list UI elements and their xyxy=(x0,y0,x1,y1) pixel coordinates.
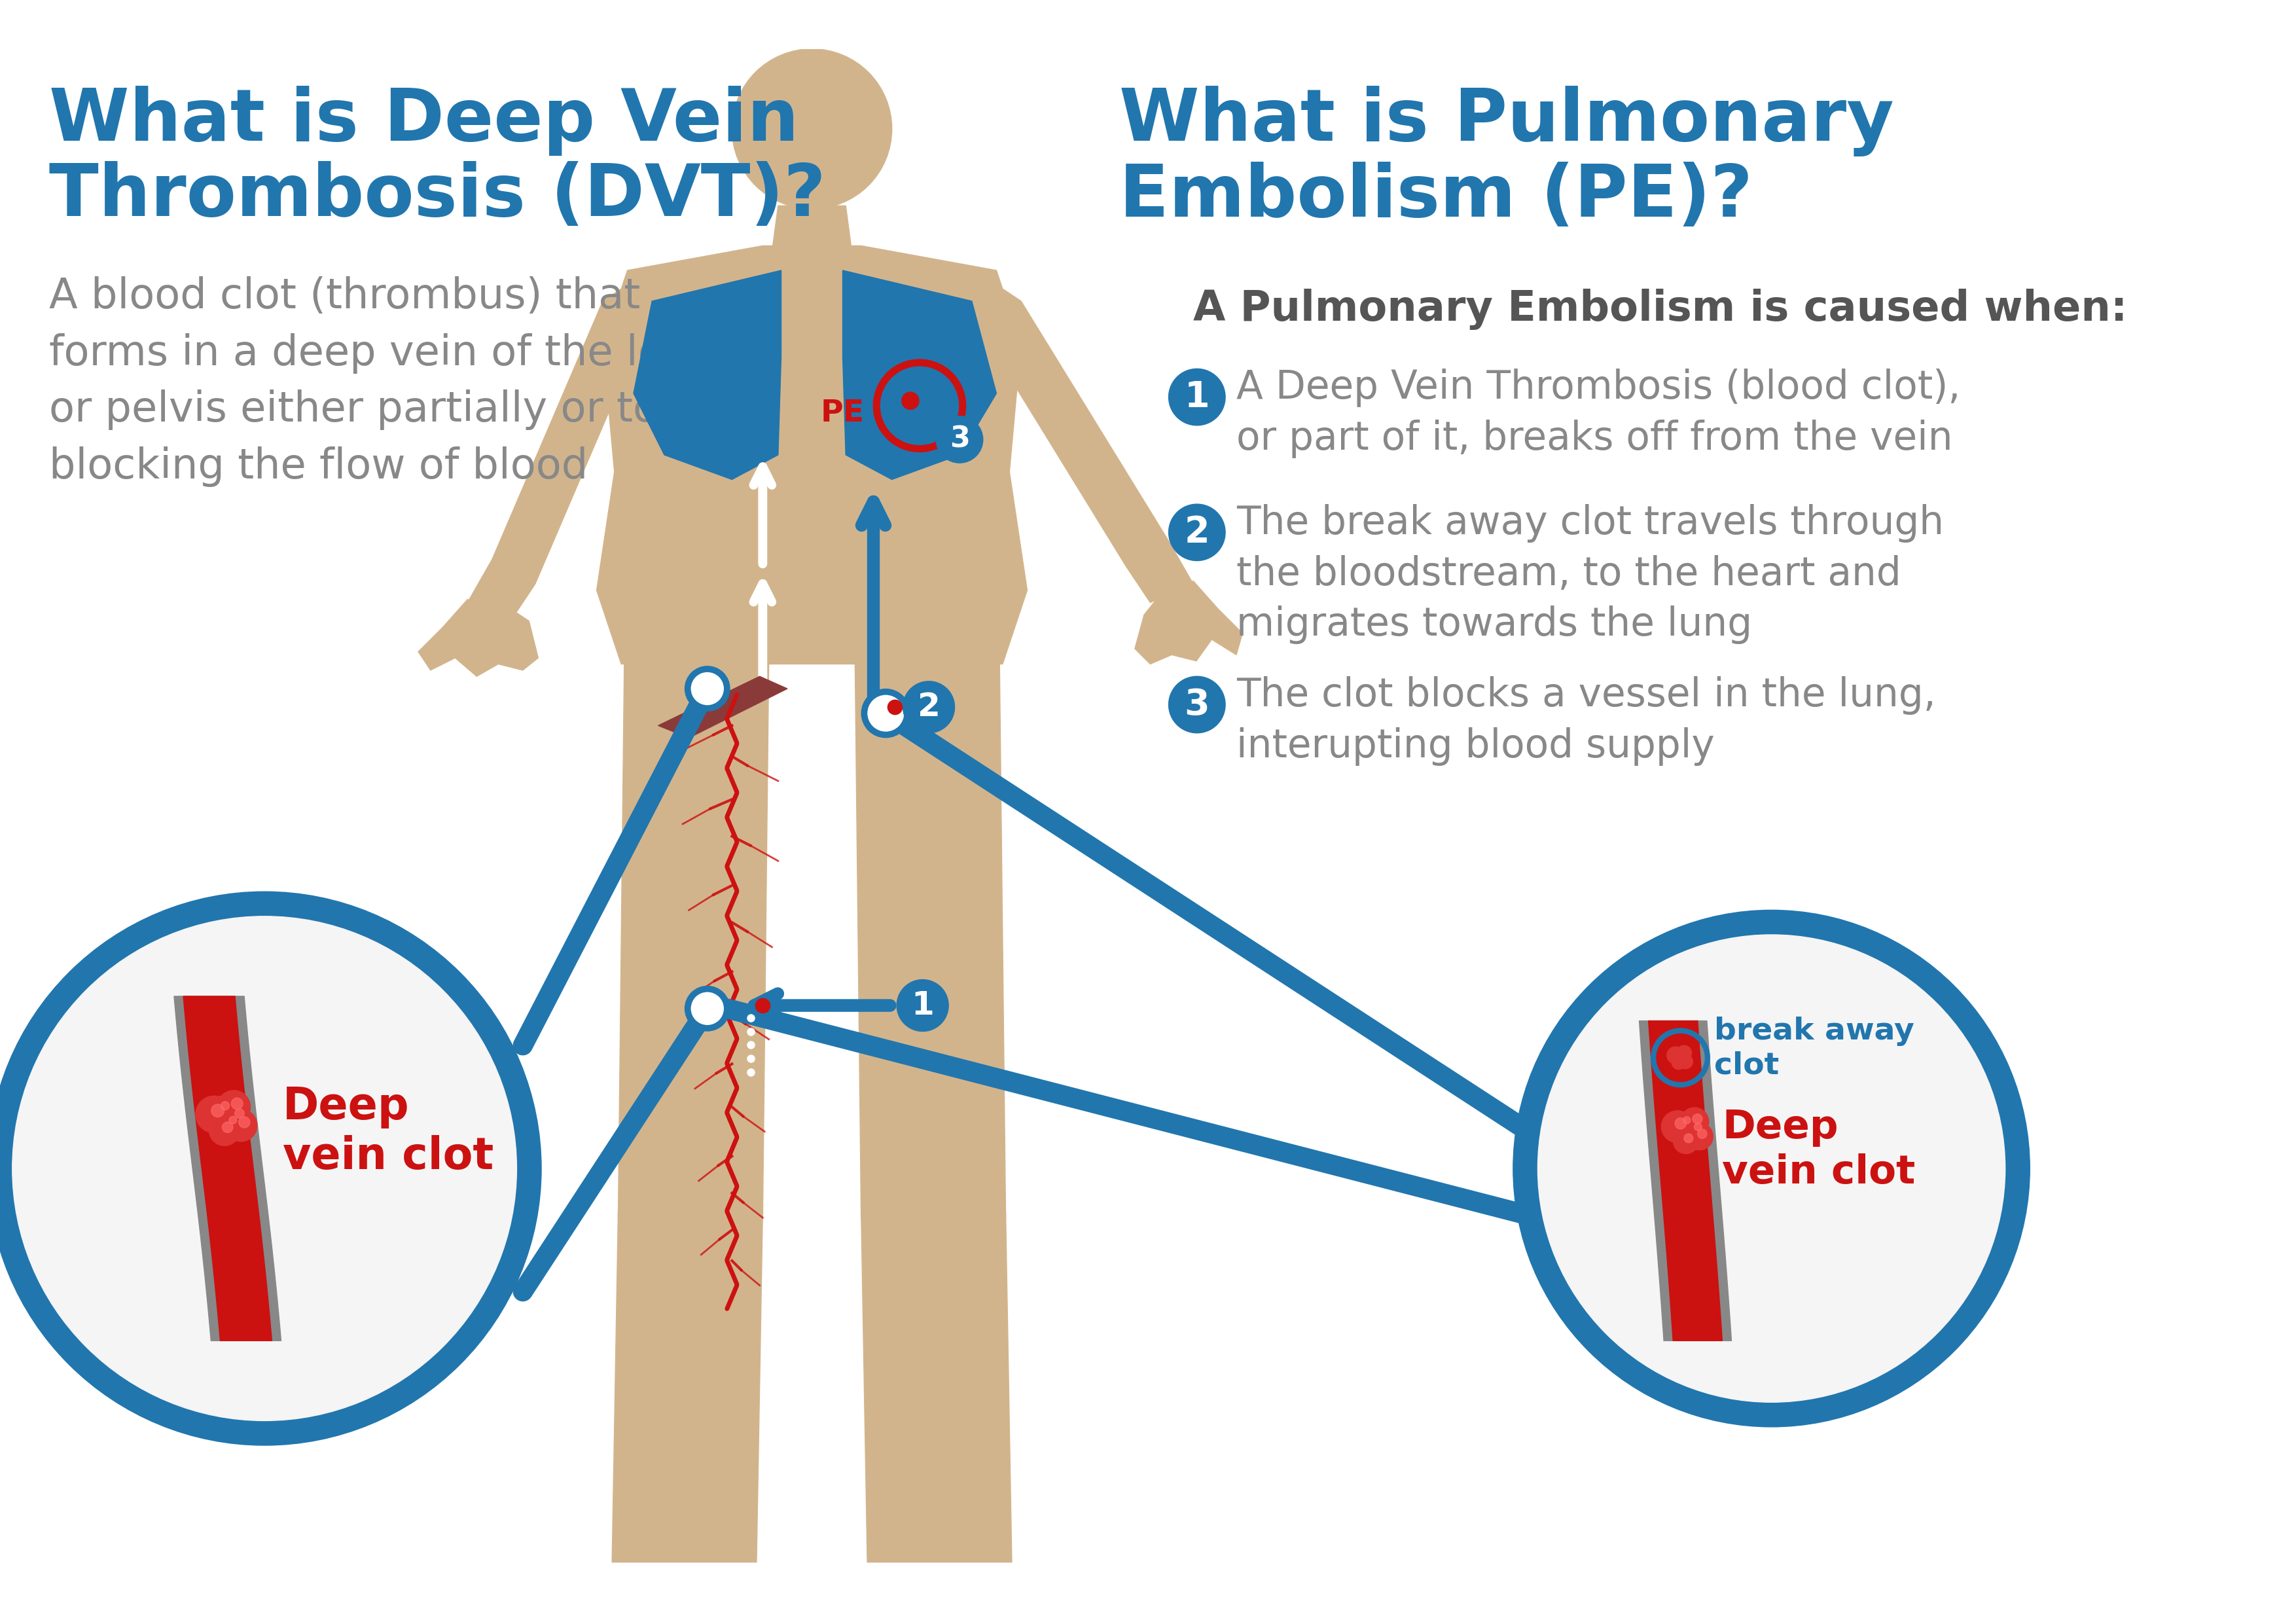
Circle shape xyxy=(223,1103,250,1130)
Polygon shape xyxy=(597,468,1026,664)
Circle shape xyxy=(902,391,918,409)
Circle shape xyxy=(1676,1051,1690,1062)
Circle shape xyxy=(1169,503,1226,560)
Circle shape xyxy=(1676,1046,1692,1060)
Text: The clot blocks a vessel in the lung,
interupting blood supply: The clot blocks a vessel in the lung, in… xyxy=(1235,676,1936,765)
Circle shape xyxy=(232,1098,243,1109)
Circle shape xyxy=(1538,935,2004,1402)
Circle shape xyxy=(863,692,907,734)
Circle shape xyxy=(1674,1129,1699,1153)
Circle shape xyxy=(1169,676,1226,732)
Text: 1: 1 xyxy=(912,989,934,1021)
Circle shape xyxy=(1678,1054,1692,1069)
Text: 3: 3 xyxy=(1185,687,1210,723)
Circle shape xyxy=(732,49,891,209)
Circle shape xyxy=(0,892,542,1445)
Circle shape xyxy=(220,1101,230,1111)
Polygon shape xyxy=(618,658,769,1218)
Circle shape xyxy=(1697,1129,1706,1138)
Polygon shape xyxy=(1134,581,1242,664)
Polygon shape xyxy=(1649,1021,1722,1341)
Circle shape xyxy=(937,416,983,463)
Text: A Deep Vein Thrombosis (blood clot),
or part of it, breaks off from the vein: A Deep Vein Thrombosis (blood clot), or … xyxy=(1235,369,1961,458)
Text: 2: 2 xyxy=(1185,515,1210,551)
Polygon shape xyxy=(634,270,781,479)
Text: The break away clot travels through
the bloodstream, to the heart and
migrates t: The break away clot travels through the … xyxy=(1235,503,1945,645)
Polygon shape xyxy=(418,599,537,676)
Polygon shape xyxy=(854,658,1006,1218)
Polygon shape xyxy=(174,996,280,1341)
Circle shape xyxy=(1513,909,2030,1427)
Text: Deep
vein clot: Deep vein clot xyxy=(1722,1109,1915,1192)
Circle shape xyxy=(211,1104,225,1117)
Polygon shape xyxy=(843,270,996,479)
Circle shape xyxy=(898,979,948,1031)
Circle shape xyxy=(1692,1114,1701,1124)
Polygon shape xyxy=(861,1212,1013,1562)
Circle shape xyxy=(11,916,517,1421)
Circle shape xyxy=(902,682,955,732)
Text: What is Pulmonary
Embolism (PE)?: What is Pulmonary Embolism (PE)? xyxy=(1120,86,1894,232)
Circle shape xyxy=(218,1090,250,1124)
Text: A blood clot (thrombus) that
forms in a deep vein of the leg
or pelvis either pa: A blood clot (thrombus) that forms in a … xyxy=(48,276,748,487)
Circle shape xyxy=(234,1109,243,1119)
Text: break away
clot: break away clot xyxy=(1715,1017,1915,1080)
Polygon shape xyxy=(771,206,852,252)
Polygon shape xyxy=(613,1212,762,1562)
Circle shape xyxy=(1662,1111,1694,1143)
Circle shape xyxy=(1685,1122,1713,1150)
Text: 2: 2 xyxy=(918,692,939,723)
Circle shape xyxy=(225,1109,257,1142)
Polygon shape xyxy=(659,676,788,737)
Polygon shape xyxy=(1639,1021,1731,1341)
Polygon shape xyxy=(184,996,271,1341)
Circle shape xyxy=(1681,1108,1708,1135)
Circle shape xyxy=(1169,369,1226,425)
Text: 1: 1 xyxy=(1185,380,1210,414)
Circle shape xyxy=(1685,1117,1706,1140)
Polygon shape xyxy=(978,283,1194,603)
Circle shape xyxy=(689,989,728,1028)
Polygon shape xyxy=(604,245,1022,479)
Circle shape xyxy=(1683,1117,1690,1124)
Circle shape xyxy=(1694,1124,1701,1130)
Circle shape xyxy=(1667,1047,1685,1064)
Circle shape xyxy=(239,1117,250,1127)
Text: PE: PE xyxy=(820,398,863,427)
Circle shape xyxy=(1683,1134,1692,1143)
Circle shape xyxy=(195,1096,232,1134)
Circle shape xyxy=(1671,1056,1685,1070)
Text: What is Deep Vein
Thrombosis (DVT)?: What is Deep Vein Thrombosis (DVT)? xyxy=(48,86,827,231)
Circle shape xyxy=(1674,1112,1694,1134)
Circle shape xyxy=(209,1116,239,1145)
Polygon shape xyxy=(468,283,645,620)
Circle shape xyxy=(689,669,728,708)
Text: 3: 3 xyxy=(951,425,969,453)
Text: Deep
vein clot: Deep vein clot xyxy=(282,1085,494,1177)
Circle shape xyxy=(230,1116,236,1124)
Text: A Pulmonary Embolism is caused when:: A Pulmonary Embolism is caused when: xyxy=(1194,289,2128,330)
Circle shape xyxy=(220,1111,241,1134)
Circle shape xyxy=(211,1096,234,1121)
Circle shape xyxy=(223,1122,232,1132)
Circle shape xyxy=(1676,1117,1685,1129)
